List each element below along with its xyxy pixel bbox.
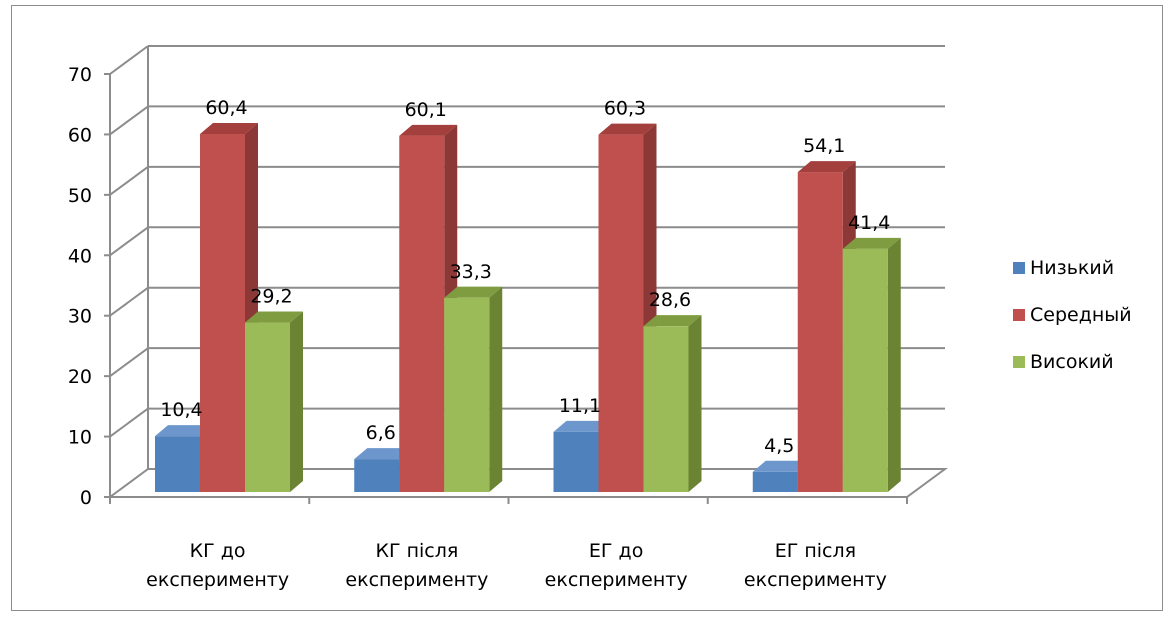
bar: [842, 248, 888, 492]
y-tick-label: 60: [68, 124, 92, 146]
gridline-diag: [109, 226, 149, 257]
legend-swatch: [1013, 262, 1025, 274]
gridline-diag: [109, 407, 149, 438]
data-label: 6,6: [366, 422, 396, 444]
category-label: експерименту: [744, 569, 887, 591]
bar-top: [752, 460, 811, 472]
bar: [553, 431, 599, 492]
bar: [643, 326, 689, 492]
bar-top: [444, 286, 503, 298]
bar-top: [797, 161, 856, 173]
category-label: ЕГ після: [775, 540, 856, 562]
data-label: 10,4: [160, 399, 202, 421]
legend-swatch: [1013, 356, 1025, 368]
bar: [245, 322, 290, 492]
y-tick-label: 40: [68, 245, 92, 267]
bar: [752, 471, 798, 492]
y-tick-label: 50: [68, 185, 92, 207]
bar-top: [842, 237, 901, 249]
data-label: 4,5: [764, 435, 794, 457]
category-label: ЕГ до: [589, 540, 643, 562]
bar-side: [887, 237, 901, 492]
bar-top: [399, 124, 458, 136]
bar-side: [688, 315, 702, 492]
y-tick-label: 70: [68, 64, 92, 86]
legend: Низький Середный Високий: [1013, 257, 1132, 373]
bar-top: [245, 311, 303, 323]
data-label: 54,1: [803, 135, 845, 157]
data-label: 60,3: [604, 98, 646, 120]
bar-side: [489, 286, 503, 492]
data-label: 28,6: [649, 289, 691, 311]
category-label: експерименту: [146, 569, 289, 591]
bar: [354, 459, 400, 492]
y-axis: 0 10 20 30 40 50 60 70: [68, 64, 111, 509]
gridline-diag: [109, 347, 149, 377]
data-label: 29,2: [250, 286, 292, 308]
y-tick-label: 20: [68, 366, 92, 388]
gridline-diag: [109, 45, 149, 75]
data-label: 60,4: [205, 97, 247, 119]
bar-top: [553, 420, 612, 432]
bar: [399, 135, 445, 492]
legend-swatch: [1013, 309, 1025, 321]
bar: [598, 134, 644, 492]
data-label: 11,1: [559, 395, 601, 417]
legend-label: Низький: [1030, 257, 1114, 279]
y-tick-label: 10: [68, 427, 92, 449]
bar: [200, 134, 245, 493]
gridline-diag: [109, 286, 149, 317]
bar-top: [598, 123, 657, 135]
y-tick-label: 0: [80, 487, 92, 509]
category-label: експерименту: [345, 569, 488, 591]
bar: [444, 297, 490, 492]
category-label: КГ до: [190, 540, 246, 562]
x-axis: КГ до експерименту КГ після експерименту ЕГ …: [109, 496, 908, 591]
bar-top: [200, 123, 258, 135]
bar-top: [354, 448, 413, 460]
data-label: 41,4: [848, 212, 890, 234]
legend-label: Середный: [1030, 304, 1132, 326]
bar: [155, 436, 200, 492]
gridline-diag: [109, 166, 149, 196]
data-label: 33,3: [450, 261, 492, 283]
bars: [155, 123, 901, 493]
bar: [797, 172, 843, 492]
gridline-diag: [109, 105, 149, 136]
data-labels: 10,4 60,4 29,2 6,6 60,1 33,3 11,1 60,3 28,6 4,5 54…: [160, 97, 890, 457]
y-tick-label: 30: [68, 306, 92, 328]
bar-side: [290, 311, 303, 492]
category-label: експерименту: [545, 569, 688, 591]
data-label: 60,1: [405, 99, 447, 121]
category-label: КГ після: [375, 540, 458, 562]
bar-top: [155, 425, 213, 437]
bar-top: [643, 315, 702, 327]
legend-label: Високий: [1030, 351, 1114, 373]
